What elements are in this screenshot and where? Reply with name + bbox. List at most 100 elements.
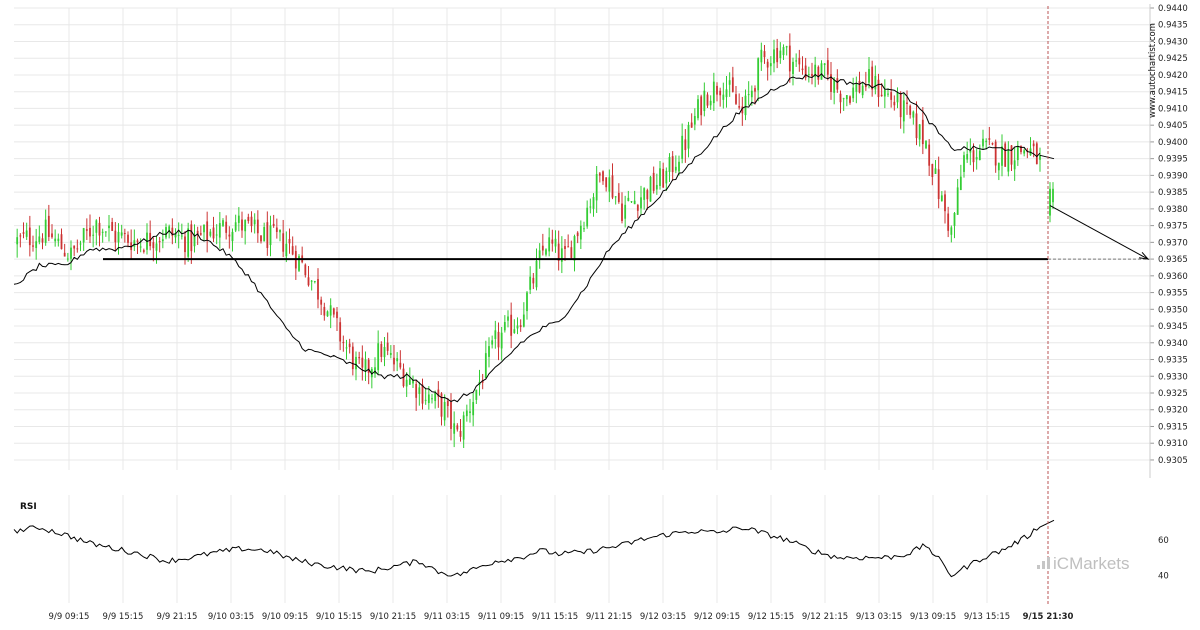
rsi-panel — [13, 519, 1055, 578]
candle-body — [85, 229, 88, 231]
candle-body — [383, 346, 386, 358]
candle-body — [608, 177, 611, 192]
candle-body — [63, 252, 66, 257]
candle-body — [272, 223, 275, 227]
candle-body — [475, 389, 478, 400]
candle-body — [801, 68, 804, 71]
candle-body — [70, 247, 72, 259]
time-tick-label: 9/12 09:15 — [694, 612, 740, 622]
candle-body — [665, 170, 668, 184]
candle-body — [915, 113, 918, 139]
candle-body — [117, 231, 120, 243]
candle-body — [975, 157, 978, 160]
candle-body — [538, 250, 541, 259]
candle-body — [446, 400, 449, 407]
forecast-arrow-head — [1139, 251, 1150, 260]
candle-body — [193, 234, 196, 247]
candle-body — [152, 242, 155, 249]
candle-body — [225, 221, 228, 233]
candle-body — [203, 224, 205, 233]
candle-body — [1035, 143, 1038, 165]
candle-body — [690, 122, 693, 128]
candle-body — [158, 241, 161, 243]
candle-body — [890, 92, 893, 100]
candle-body — [95, 220, 98, 233]
price-tick-label: 0.9385 — [1158, 188, 1188, 198]
watermark: www.autochartist.com — [1148, 23, 1158, 118]
brand-logo-mark — [1037, 565, 1040, 569]
price-tick-label: 0.9315 — [1158, 422, 1188, 432]
candle-body — [54, 238, 57, 242]
candle-body — [861, 85, 864, 96]
candle-body — [456, 425, 459, 430]
candle-body — [123, 233, 126, 235]
candle-body — [260, 235, 262, 242]
candle-body — [681, 135, 684, 159]
candle-body — [98, 222, 101, 236]
candle-body — [307, 277, 310, 286]
candle-body — [522, 314, 525, 327]
candle-body — [51, 233, 53, 238]
candle-body — [275, 227, 278, 232]
price-tick-label: 0.9435 — [1158, 21, 1188, 31]
candle-body — [716, 85, 718, 95]
candle-body — [750, 90, 753, 98]
candle-body — [545, 249, 547, 255]
candle-body — [421, 384, 424, 404]
candle-body — [845, 95, 848, 100]
candle-body — [396, 358, 399, 362]
candle-body — [994, 141, 997, 166]
time-tick-label: 9/15 21:30 — [1023, 612, 1074, 622]
candle-body — [551, 239, 554, 244]
candle-body — [877, 79, 880, 98]
candle-body — [507, 316, 509, 321]
candle-body — [1010, 145, 1013, 165]
candle-body — [241, 219, 243, 231]
time-tick-label: 9/10 21:15 — [370, 612, 416, 622]
time-tick-label: 9/13 15:15 — [964, 612, 1010, 622]
candle-body — [374, 367, 376, 374]
candle-body — [887, 93, 889, 95]
candle-body — [921, 119, 924, 145]
candle-body — [684, 139, 687, 151]
candle-body — [944, 194, 946, 212]
candle-body — [111, 221, 114, 231]
candle-body — [190, 224, 193, 252]
candle-body — [741, 106, 744, 114]
candle-body — [16, 237, 19, 245]
price-tick-label: 0.9360 — [1158, 272, 1188, 282]
candle-body — [101, 231, 104, 233]
price-tick-label: 0.9370 — [1158, 238, 1188, 248]
candle-body — [1020, 145, 1022, 153]
candle-body — [595, 174, 598, 201]
candle-body — [222, 220, 224, 226]
candle-body — [636, 205, 639, 211]
candle-body — [187, 228, 190, 257]
brand-logo-mark — [1042, 561, 1045, 569]
candle-body — [437, 389, 440, 397]
price-tick-label: 0.9405 — [1158, 121, 1188, 131]
candle-body — [817, 66, 820, 80]
time-tick-label: 9/12 21:15 — [802, 612, 848, 622]
candle-body — [92, 234, 95, 236]
candle-body — [424, 399, 427, 401]
candle-body — [503, 322, 506, 331]
candle-body — [811, 73, 813, 77]
candle-body — [830, 74, 832, 92]
candle-body — [168, 226, 171, 232]
candle-body — [1013, 160, 1016, 170]
price-tick-label: 0.9345 — [1158, 322, 1188, 332]
candle-body — [177, 234, 180, 236]
candle-body — [640, 197, 642, 209]
candle-body — [836, 78, 839, 90]
candle-body — [317, 279, 319, 300]
candle-body — [1052, 188, 1054, 203]
candle-body — [41, 238, 44, 243]
candle-body — [450, 401, 452, 429]
candle-body — [722, 94, 725, 100]
candle-body — [906, 102, 908, 104]
candle-body — [725, 89, 728, 98]
candle-body — [763, 51, 766, 58]
time-tick-label: 9/10 15:15 — [316, 612, 362, 622]
